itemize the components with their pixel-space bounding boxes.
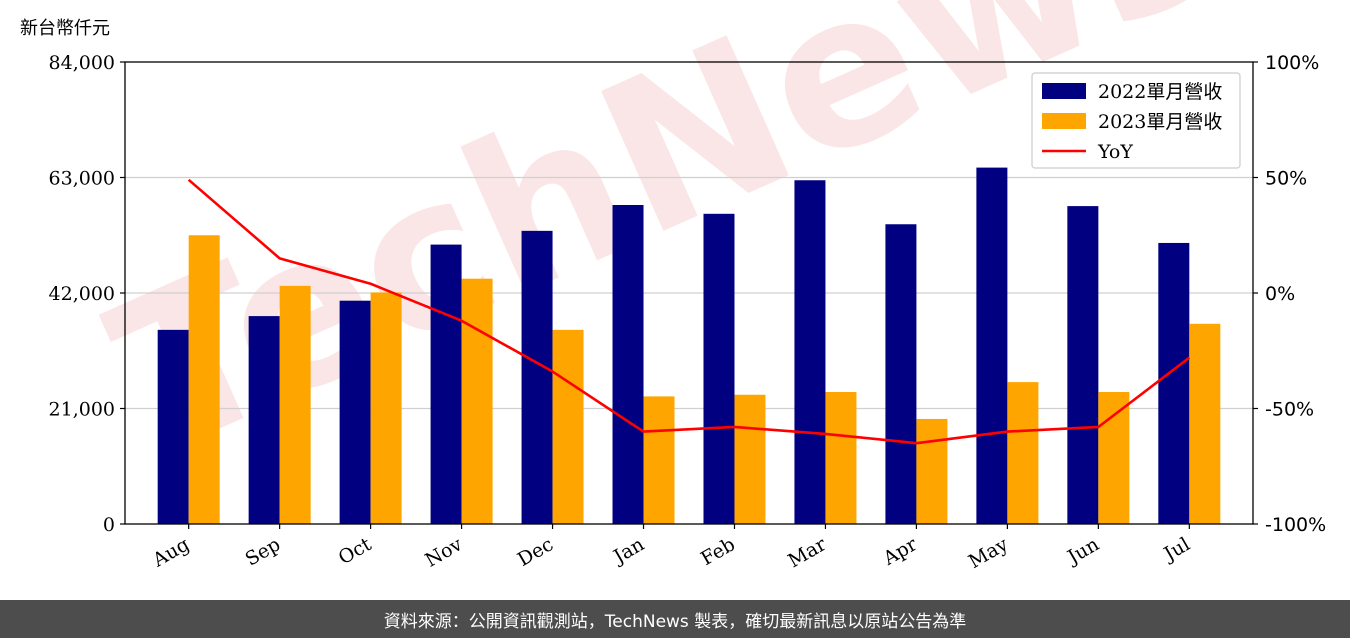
x-tick-label: Oct [335, 533, 376, 569]
x-tick-label: Nov [421, 533, 466, 572]
legend-label: 2023單月營收 [1098, 111, 1222, 133]
x-tick-label: May [965, 533, 1012, 573]
y-left-tick-label: 84,000 [49, 52, 115, 74]
bar-2023 [552, 329, 584, 524]
y-left-tick-label: 0 [103, 514, 115, 536]
y-left-tick-label: 42,000 [49, 283, 115, 305]
bar-2022 [157, 329, 189, 524]
bar-2023 [1007, 382, 1039, 524]
y-left-tick-label: 21,000 [49, 399, 115, 421]
bar-2022 [612, 205, 644, 524]
bar-2023 [916, 418, 948, 524]
yoy-line [187, 178, 1191, 445]
y-right-tick-label: 50% [1265, 168, 1307, 190]
x-tick-label: Sep [242, 533, 285, 570]
bar-2022 [1158, 242, 1190, 524]
y-right-tick-label: -50% [1265, 399, 1314, 421]
bar-2023 [734, 394, 766, 524]
x-tick-label: Apr [879, 533, 922, 570]
bar-2022 [703, 213, 735, 525]
bar-2022 [248, 316, 280, 524]
grid-lines [125, 176, 1253, 410]
bar-2023 [643, 396, 675, 524]
bar-2022 [794, 180, 826, 524]
bar-2022 [521, 230, 553, 524]
bar-2022 [430, 244, 462, 524]
x-tick-label: Jan [608, 533, 648, 569]
bar-2023 [1189, 323, 1221, 524]
bar-2023 [370, 292, 402, 524]
y-right-tick-label: 100% [1265, 52, 1319, 74]
footer-text: 資料來源：公開資訊觀測站，TechNews 製表，確切最新訊息以原站公告為準 [383, 611, 967, 632]
legend-label: 2022單月營收 [1098, 81, 1222, 103]
y-axis-unit-label: 新台幣仟元 [20, 18, 110, 39]
bar-2022 [976, 167, 1008, 524]
legend-label: YoY [1097, 141, 1133, 163]
y-left-tick-label: 63,000 [49, 168, 115, 190]
x-tick-label: Mar [784, 533, 830, 572]
bar-2023 [188, 235, 220, 524]
yoy-line-group [187, 178, 1191, 445]
bar-2022 [885, 224, 917, 524]
x-tick-label: Jul [1159, 533, 1194, 566]
bar-2023 [461, 278, 493, 524]
y-right-tick-label: 0% [1265, 283, 1295, 305]
x-tick-label: Jun [1062, 533, 1103, 569]
x-tick-label: Aug [148, 533, 193, 572]
x-tick-label: Dec [514, 533, 557, 571]
legend-swatch [1042, 113, 1086, 129]
legend-swatch [1042, 83, 1086, 99]
x-tick-label: Feb [697, 533, 739, 570]
bar-2023 [825, 392, 857, 524]
source-footer: 資料來源：公開資訊觀測站，TechNews 製表，確切最新訊息以原站公告為準 [0, 600, 1350, 638]
bars-group [157, 167, 1221, 525]
bar-2022 [1067, 206, 1099, 524]
bar-2023 [279, 285, 311, 524]
bar-2022 [339, 300, 371, 524]
chart-svg: TechNews 021,00042,00063,00084,000-100%-… [49, 0, 1327, 573]
legend: 2022單月營收 2023單月營收 YoY [1031, 72, 1241, 169]
y-right-tick-label: -100% [1265, 514, 1326, 536]
bar-2023 [1098, 392, 1130, 524]
